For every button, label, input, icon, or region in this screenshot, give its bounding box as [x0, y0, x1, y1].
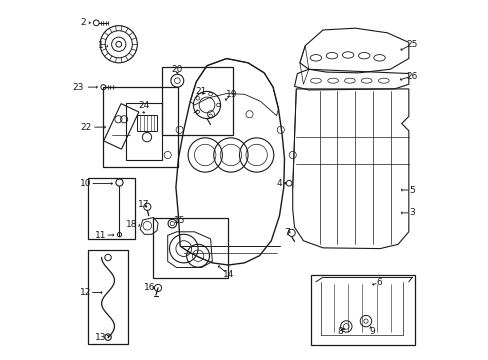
Text: 8: 8: [337, 327, 343, 336]
Text: 4: 4: [276, 179, 282, 188]
Text: 18: 18: [126, 220, 138, 229]
Text: 25: 25: [405, 40, 417, 49]
Bar: [162, 67, 233, 135]
Text: 19: 19: [226, 90, 237, 99]
Text: 10: 10: [80, 179, 91, 188]
Text: 1: 1: [98, 41, 103, 50]
Bar: [125, 103, 162, 160]
Bar: [153, 217, 228, 278]
Bar: [88, 249, 128, 344]
Text: 2: 2: [80, 18, 86, 27]
Text: 7: 7: [283, 228, 289, 237]
Text: 16: 16: [144, 283, 155, 292]
Text: 17: 17: [138, 200, 149, 209]
Bar: [310, 275, 414, 345]
Text: 22: 22: [81, 123, 92, 132]
Text: 13: 13: [95, 333, 106, 342]
Text: 14: 14: [222, 270, 234, 279]
Bar: [136, 114, 157, 131]
Text: 21: 21: [195, 87, 206, 96]
Text: 5: 5: [408, 185, 414, 194]
Bar: [103, 87, 178, 167]
Text: 20: 20: [171, 65, 182, 74]
Text: 26: 26: [405, 72, 417, 81]
Text: 24: 24: [138, 101, 149, 110]
Text: 12: 12: [80, 288, 91, 297]
Bar: [88, 178, 135, 239]
Text: 6: 6: [376, 278, 382, 287]
Text: 15: 15: [173, 216, 185, 225]
Text: 9: 9: [369, 327, 374, 336]
Text: 11: 11: [95, 230, 106, 239]
Text: 23: 23: [73, 83, 84, 92]
Text: 3: 3: [408, 208, 414, 217]
